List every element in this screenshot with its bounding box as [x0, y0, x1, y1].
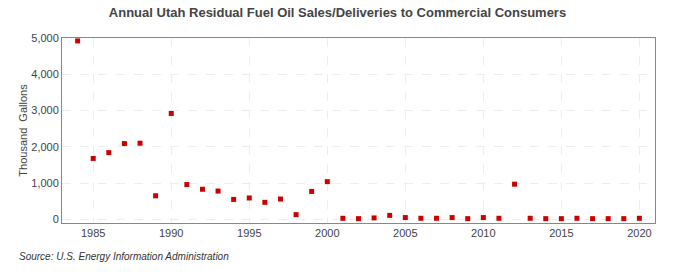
svg-text:2015: 2015: [549, 227, 573, 239]
svg-text:2010: 2010: [471, 227, 495, 239]
svg-text:1995: 1995: [237, 227, 261, 239]
svg-text:2,000: 2,000: [31, 141, 59, 153]
svg-text:5,000: 5,000: [31, 32, 59, 44]
svg-text:1985: 1985: [81, 227, 105, 239]
svg-text:Annual Utah Residual Fuel Oil: Annual Utah Residual Fuel Oil Sales/Deli…: [109, 5, 566, 20]
svg-text:1990: 1990: [159, 227, 183, 239]
svg-text:1,000: 1,000: [31, 177, 59, 189]
svg-text:4,000: 4,000: [31, 68, 59, 80]
svg-text:2005: 2005: [393, 227, 417, 239]
svg-text:3,000: 3,000: [31, 104, 59, 116]
svg-text:Thousand Gallons: Thousand Gallons: [17, 84, 29, 177]
svg-text:2000: 2000: [315, 227, 339, 239]
svg-text:0: 0: [53, 213, 59, 225]
svg-text:Source: U.S. Energy Informatio: Source: U.S. Energy Information Administ…: [19, 251, 229, 262]
svg-text:2020: 2020: [627, 227, 651, 239]
